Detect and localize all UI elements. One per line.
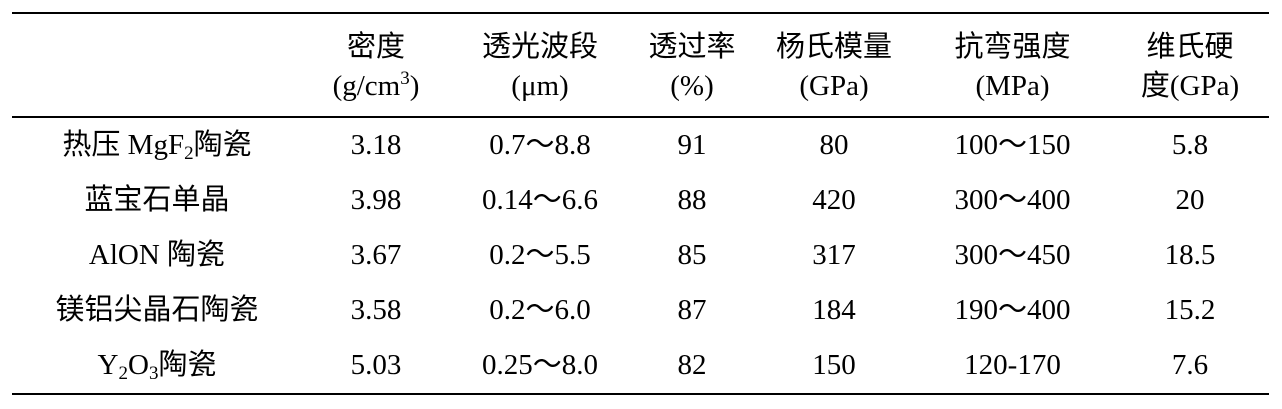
table-row: AlON 陶瓷 3.67 0.2～5.5 85 317 300～450 18.5 bbox=[12, 228, 1269, 283]
table-row: Y2O3陶瓷 5.03 0.25～8.0 82 150 120-170 7.6 bbox=[12, 338, 1269, 395]
header-hardness-unit: 度(GPa) bbox=[1111, 66, 1269, 118]
header-modulus: 杨氏模量 bbox=[754, 12, 914, 66]
transmittance-value: 85 bbox=[677, 239, 707, 271]
band-value: 0.14～6.6 bbox=[481, 184, 598, 216]
flexural-value: 120-170 bbox=[914, 338, 1111, 395]
material-name: AlON 陶瓷 bbox=[88, 239, 226, 271]
modulus-value: 420 bbox=[812, 184, 856, 216]
density-value: 3.18 bbox=[350, 129, 402, 161]
modulus-value: 150 bbox=[754, 338, 914, 395]
material-name: 热压 MgF2陶瓷 bbox=[62, 129, 252, 164]
material-name: 蓝宝石单晶 bbox=[84, 184, 230, 216]
density-value: 3.67 bbox=[350, 239, 402, 271]
table-row: 镁铝尖晶石陶瓷 3.58 0.2～6.0 87 184 190～400 15.2 bbox=[12, 283, 1269, 338]
material-properties-table: 密度 透光波段 透过率 杨氏模量 抗弯强度 维氏硬 (g/cm3) (μm) (… bbox=[12, 12, 1269, 395]
header-band: 透光波段 bbox=[450, 12, 630, 66]
modulus-value: 317 bbox=[812, 239, 856, 271]
hardness-value: 20 bbox=[1175, 184, 1205, 216]
band-value: 0.25～8.0 bbox=[450, 338, 630, 395]
band-value: 0.7～8.8 bbox=[489, 129, 591, 161]
table-row: 蓝宝石单晶 3.98 0.14～6.6 88 420 300～400 20 bbox=[12, 173, 1269, 228]
material-name: Y2O3陶瓷 bbox=[12, 338, 302, 395]
density-value: 3.58 bbox=[350, 294, 402, 326]
header-modulus-unit: (GPa) bbox=[754, 66, 914, 118]
flexural-value: 190～400 bbox=[954, 294, 1071, 326]
band-value: 0.2～5.5 bbox=[489, 239, 591, 271]
header-row-2: (g/cm3) (μm) (%) (GPa) (MPa) 度(GPa) bbox=[12, 66, 1269, 118]
header-material bbox=[12, 12, 302, 66]
material-name: 镁铝尖晶石陶瓷 bbox=[55, 294, 259, 326]
properties-table-container: 密度 透光波段 透过率 杨氏模量 抗弯强度 维氏硬 (g/cm3) (μm) (… bbox=[12, 12, 1269, 395]
density-value: 5.03 bbox=[302, 338, 450, 395]
transmittance-value: 87 bbox=[677, 294, 707, 326]
header-density-unit: (g/cm3) bbox=[302, 66, 450, 118]
table-row: 热压 MgF2陶瓷 3.18 0.7～8.8 91 80 100～150 5.8 bbox=[12, 117, 1269, 173]
hardness-value: 18.5 bbox=[1164, 239, 1216, 271]
flexural-value: 100～150 bbox=[954, 129, 1071, 161]
modulus-value: 80 bbox=[819, 129, 849, 161]
density-value: 3.98 bbox=[350, 184, 402, 216]
table-header: 密度 透光波段 透过率 杨氏模量 抗弯强度 维氏硬 (g/cm3) (μm) (… bbox=[12, 12, 1269, 118]
transmittance-value: 82 bbox=[630, 338, 754, 395]
header-density: 密度 bbox=[302, 12, 450, 66]
header-band-unit: (μm) bbox=[450, 66, 630, 118]
modulus-value: 184 bbox=[812, 294, 856, 326]
header-flexural: 抗弯强度 bbox=[914, 12, 1111, 66]
header-transmittance-unit: (%) bbox=[630, 66, 754, 118]
flexural-value: 300～450 bbox=[954, 239, 1071, 271]
transmittance-value: 91 bbox=[677, 129, 707, 161]
header-material-unit bbox=[12, 66, 302, 118]
header-row-1: 密度 透光波段 透过率 杨氏模量 抗弯强度 维氏硬 bbox=[12, 12, 1269, 66]
flexural-value: 300～400 bbox=[954, 184, 1071, 216]
hardness-value: 5.8 bbox=[1171, 129, 1209, 161]
hardness-value: 7.6 bbox=[1111, 338, 1269, 395]
band-value: 0.2～6.0 bbox=[489, 294, 591, 326]
header-transmittance: 透过率 bbox=[630, 12, 754, 66]
hardness-value: 15.2 bbox=[1164, 294, 1216, 326]
table-body: 热压 MgF2陶瓷 3.18 0.7～8.8 91 80 100～150 5.8… bbox=[12, 117, 1269, 395]
header-flexural-unit: (MPa) bbox=[914, 66, 1111, 118]
transmittance-value: 88 bbox=[677, 184, 707, 216]
header-hardness: 维氏硬 bbox=[1111, 12, 1269, 66]
